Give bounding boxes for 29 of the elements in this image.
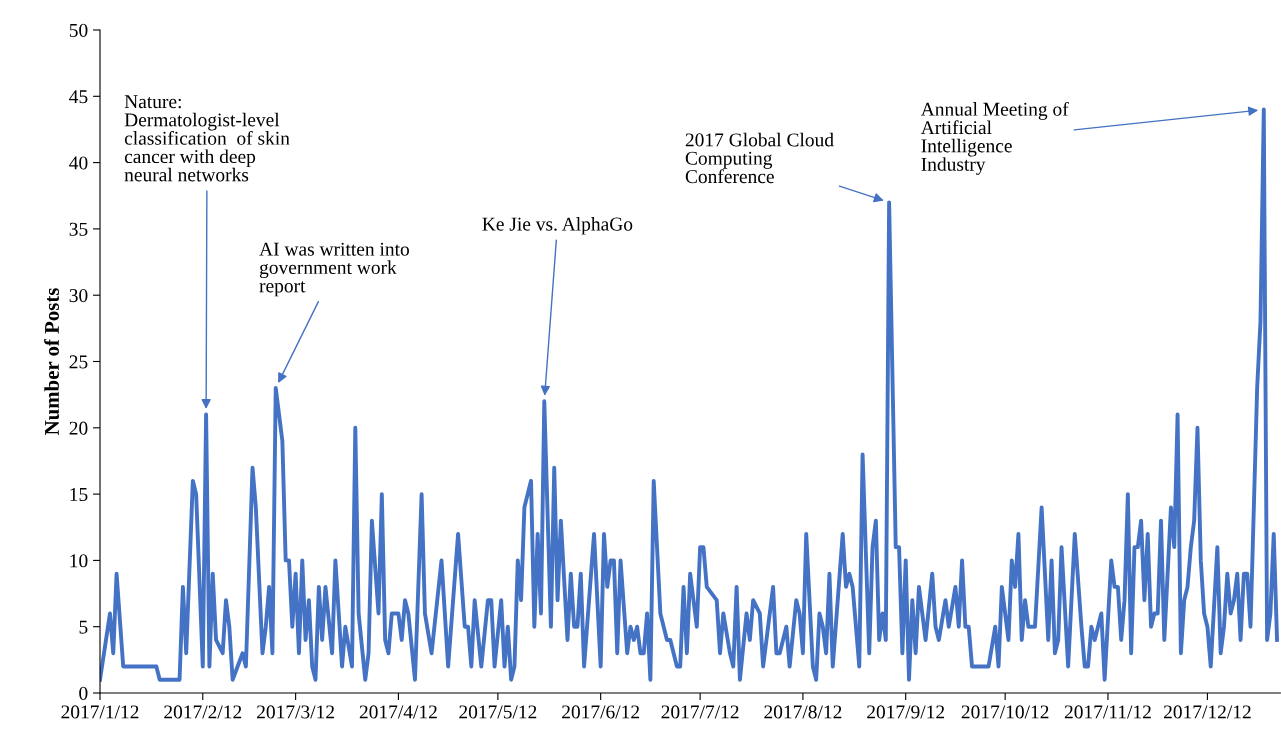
x-tick-label: 2017/5/12 <box>459 705 537 719</box>
x-tick-label: 2017/10/12 <box>961 705 1049 719</box>
annotation: Ke Jie vs. AlphaGo <box>482 216 633 235</box>
y-tick-label: 5 <box>79 620 88 634</box>
y-tick-label: 15 <box>70 488 88 502</box>
x-tick-label: 2017/1/12 <box>61 705 139 719</box>
y-tick-label: 35 <box>69 222 88 236</box>
y-tick-label: 20 <box>69 421 88 435</box>
y-tick-label: 25 <box>69 355 88 369</box>
annotation: Nature: Dermatologist-level classification of skin cancer with deep neural networks <box>124 95 290 182</box>
x-tick-label: 2017/3/12 <box>257 705 334 719</box>
x-tick-label: 2017/9/12 <box>867 705 945 719</box>
annotation: 2017 Global Cloud Computing Conference <box>685 132 834 184</box>
y-tick-label: 40 <box>69 156 88 170</box>
x-tick-label: 2017/2/12 <box>164 705 242 719</box>
y-tick-label: 50 <box>69 23 88 37</box>
y-tick-label: 45 <box>69 90 88 104</box>
y-tick-label: 10 <box>70 554 88 568</box>
annotation: Annual Meeting of Artificial Intelligence Industry <box>920 101 1069 175</box>
annotation: AI was written into government work report <box>259 242 409 297</box>
x-tick-label: 2017/4/12 <box>359 705 437 719</box>
x-tick-label: 2017/7/12 <box>661 705 739 719</box>
x-tick-label: 2017/11/12 <box>1064 705 1151 719</box>
x-tick-label: 2017/12/12 <box>1163 705 1251 719</box>
y-tick-label: 30 <box>69 289 88 303</box>
x-tick-label: 2017/6/12 <box>562 705 640 719</box>
x-tick-label: 2017/8/12 <box>764 705 842 719</box>
y-axis-title: Number of Posts <box>44 288 60 435</box>
y-tick-label: 0 <box>79 686 88 700</box>
